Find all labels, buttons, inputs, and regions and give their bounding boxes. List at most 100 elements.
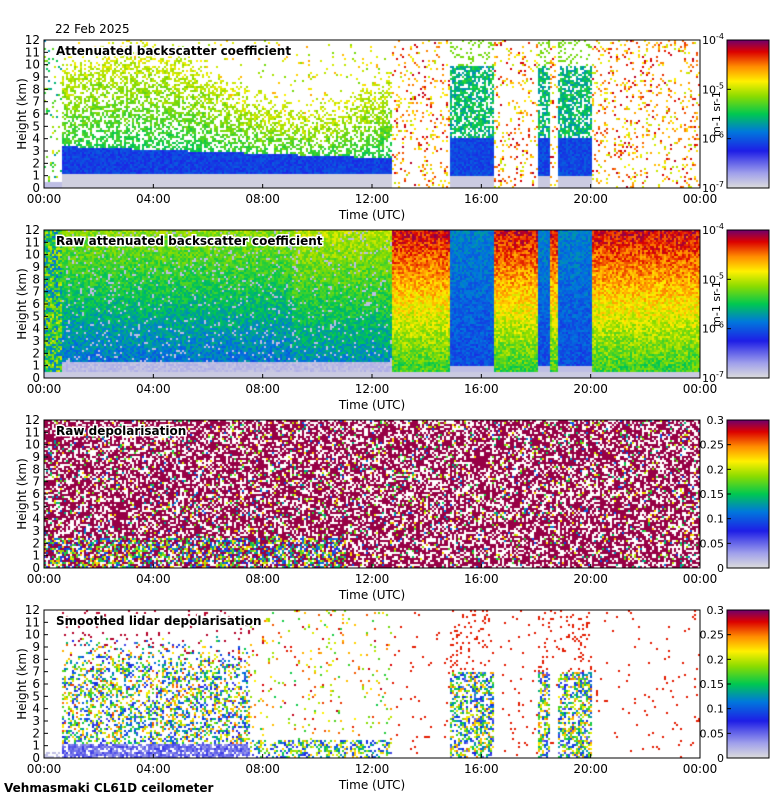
x-tick-label: 16:00 [464, 762, 499, 776]
colorbar [726, 229, 770, 379]
y-tick-label: 4 [32, 512, 40, 526]
colorbar-tick-label: 0.15 [700, 678, 725, 691]
y-axis-label: Height (km) [15, 648, 29, 719]
x-axis-label: Time (UTC) [338, 778, 405, 792]
heatmap-image [44, 420, 700, 568]
y-tick-label: 6 [32, 677, 40, 691]
colorbar [726, 609, 770, 759]
x-tick-label: 12:00 [355, 762, 390, 776]
y-tick-label: 10 [25, 438, 40, 452]
y-tick-label: 12 [25, 413, 40, 427]
x-tick-label: 00:00 [27, 382, 62, 396]
y-tick-label: 3 [32, 524, 40, 538]
heatmap-image [44, 40, 700, 188]
y-tick-label: 7 [32, 665, 40, 679]
x-tick-label: 04:00 [136, 192, 171, 206]
colorbar-tick-label: 0.1 [707, 703, 725, 716]
panel-title: Attenuated backscatter coefficient [56, 44, 291, 58]
x-tick-label: 12:00 [355, 192, 390, 206]
y-tick-label: 3 [32, 714, 40, 728]
y-tick-label: 2 [32, 156, 40, 170]
colorbar-tick-label: 0 [717, 562, 724, 575]
x-tick-label: 12:00 [355, 572, 390, 586]
y-tick-label: 2 [32, 536, 40, 550]
y-tick-label: 7 [32, 475, 40, 489]
y-tick-label: 0 [32, 181, 40, 195]
y-tick-label: 0 [32, 371, 40, 385]
colorbar-tick-label: 0.05 [700, 537, 725, 550]
x-tick-label: 20:00 [573, 382, 608, 396]
y-tick-label: 8 [32, 272, 40, 286]
x-tick-label: 08:00 [245, 572, 280, 586]
colorbar-tick-label: 10-7 [702, 180, 724, 195]
y-tick-label: 6 [32, 107, 40, 121]
colorbar-tick-label: 0.15 [700, 488, 725, 501]
y-tick-label: 1 [32, 169, 40, 183]
x-axis-label: Time (UTC) [338, 398, 405, 412]
y-tick-label: 7 [32, 95, 40, 109]
colorbar-tick-label: 0.05 [700, 727, 725, 740]
colorbar-tick-label: 0.2 [707, 463, 725, 476]
y-tick-label: 1 [32, 739, 40, 753]
x-tick-label: 00:00 [27, 572, 62, 586]
y-tick-label: 6 [32, 487, 40, 501]
x-tick-label: 16:00 [464, 192, 499, 206]
x-tick-label: 04:00 [136, 382, 171, 396]
y-tick-label: 11 [25, 235, 40, 249]
y-tick-label: 12 [25, 603, 40, 617]
x-tick-label: 00:00 [683, 192, 718, 206]
y-tick-label: 1 [32, 549, 40, 563]
heatmap-image [44, 610, 700, 758]
x-tick-label: 12:00 [355, 382, 390, 396]
y-tick-label: 10 [25, 58, 40, 72]
y-axis-label: Height (km) [15, 458, 29, 529]
colorbar-tick-label: 0.2 [707, 653, 725, 666]
y-tick-label: 4 [32, 322, 40, 336]
y-tick-label: 12 [25, 223, 40, 237]
y-tick-label: 10 [25, 248, 40, 262]
y-tick-label: 5 [32, 689, 40, 703]
y-tick-label: 11 [25, 45, 40, 59]
y-tick-label: 11 [25, 425, 40, 439]
y-tick-label: 10 [25, 628, 40, 642]
panel-title: Raw attenuated backscatter coefficient [56, 234, 323, 248]
x-tick-label: 08:00 [245, 192, 280, 206]
x-tick-label: 08:00 [245, 762, 280, 776]
panel-title: Smoothed lidar depolarisation [56, 614, 262, 628]
x-tick-label: 00:00 [27, 192, 62, 206]
y-tick-label: 5 [32, 309, 40, 323]
y-tick-label: 1 [32, 359, 40, 373]
x-tick-label: 20:00 [573, 762, 608, 776]
colorbar-tick-label: 10-7 [702, 370, 724, 385]
x-tick-label: 04:00 [136, 762, 171, 776]
y-tick-label: 8 [32, 462, 40, 476]
date-label: 22 Feb 2025 [55, 22, 130, 36]
y-tick-label: 0 [32, 561, 40, 575]
colorbar-unit-label: m-1 sr-1 [710, 281, 723, 327]
panel-title: Raw depolarisation [56, 424, 186, 438]
y-tick-label: 4 [32, 132, 40, 146]
x-tick-label: 00:00 [27, 762, 62, 776]
x-tick-label: 16:00 [464, 382, 499, 396]
x-tick-label: 04:00 [136, 572, 171, 586]
x-tick-label: 00:00 [683, 572, 718, 586]
y-tick-label: 6 [32, 297, 40, 311]
y-axis-label: Height (km) [15, 78, 29, 149]
y-tick-label: 0 [32, 751, 40, 765]
x-tick-label: 20:00 [573, 192, 608, 206]
colorbar [726, 419, 770, 569]
heatmap-image [44, 230, 700, 378]
colorbar-tick-label: 0.3 [707, 414, 725, 427]
x-tick-label: 16:00 [464, 572, 499, 586]
x-tick-label: 00:00 [683, 762, 718, 776]
y-tick-label: 7 [32, 285, 40, 299]
colorbar-tick-label: 10-4 [702, 222, 724, 237]
y-tick-label: 11 [25, 615, 40, 629]
y-axis-label: Height (km) [15, 268, 29, 339]
colorbar-tick-label: 10-4 [702, 32, 724, 47]
colorbar-tick-label: 0.25 [700, 629, 725, 642]
y-tick-label: 5 [32, 499, 40, 513]
